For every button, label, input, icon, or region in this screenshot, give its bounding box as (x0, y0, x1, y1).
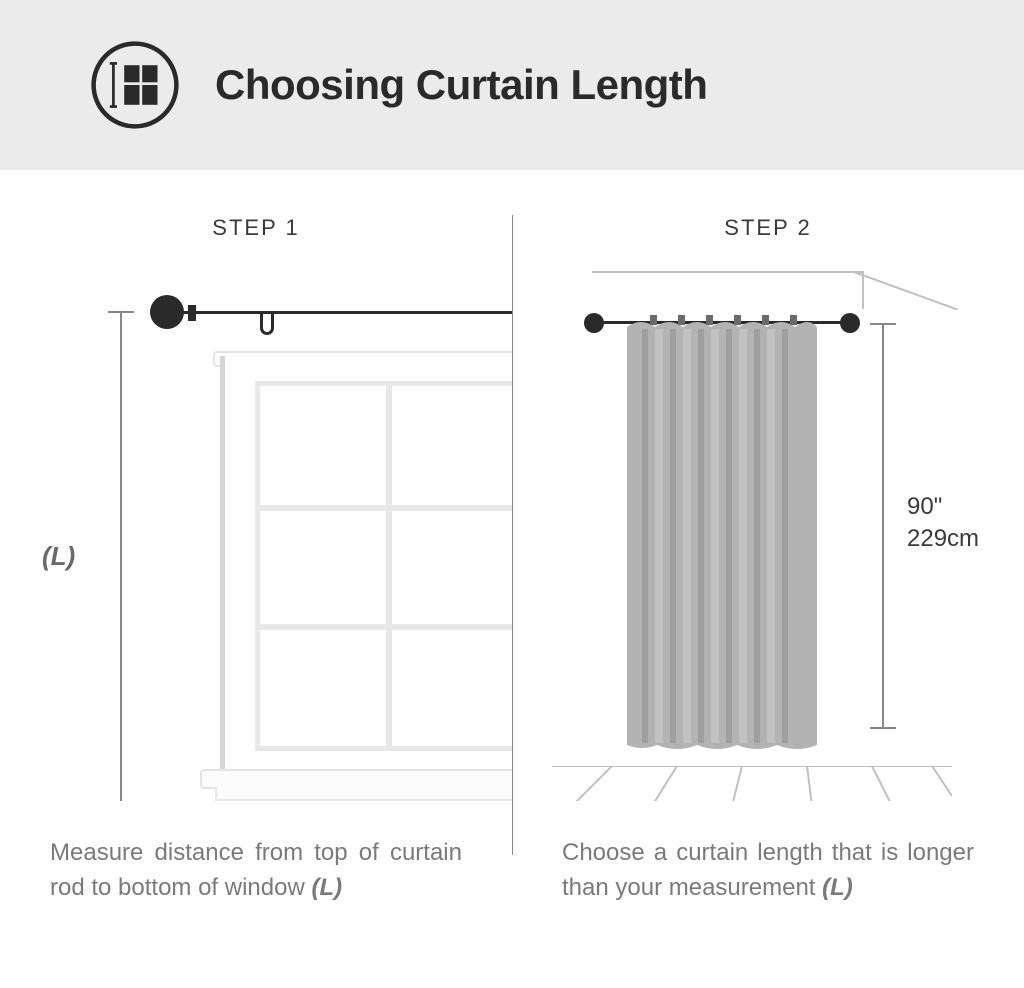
dimension-inches: 90" (907, 491, 979, 523)
rod-finial-icon (840, 313, 860, 333)
ceiling-line (592, 271, 864, 273)
dimension-tick-top (108, 311, 134, 313)
mullion-horizontal (260, 505, 512, 511)
dimension-value: 90" 229cm (907, 491, 979, 556)
caption-text: Measure distance from top of curtain rod… (50, 839, 462, 901)
step-2-panel: STEP 2 (512, 170, 1024, 988)
step-2-caption: Choose a curtain length that is longer t… (512, 801, 1024, 906)
rod-collar (188, 305, 196, 321)
step-1-label: STEP 1 (0, 215, 512, 241)
step-2-diagram: 90" 229cm (512, 271, 1024, 801)
step-1-panel: STEP 1 (L) Measure distance from top of … (0, 170, 512, 988)
dimension-label-L: (L) (42, 541, 75, 572)
header: Choosing Curtain Length (0, 0, 1024, 170)
step-1-caption: Measure distance from top of curtain rod… (0, 801, 512, 906)
window-measure-icon (90, 40, 180, 130)
window-sash (255, 381, 512, 751)
mullion-horizontal (260, 624, 512, 630)
caption-em: (L) (822, 874, 853, 901)
step-2-label: STEP 2 (512, 215, 1024, 241)
dimension-line (882, 323, 884, 729)
rod-finial-icon (150, 295, 184, 329)
dimension-cm: 229cm (907, 523, 979, 555)
window-apron (215, 787, 512, 801)
caption-em: (L) (311, 874, 342, 901)
rod-finial-icon (584, 313, 604, 333)
caption-text: Choose a curtain length that is longer t… (562, 839, 974, 901)
content: STEP 1 (L) Measure distance from top of … (0, 170, 1024, 988)
curtain-rod (165, 311, 512, 314)
dimension-tick-bottom (870, 727, 896, 729)
curtain-panel (622, 315, 822, 755)
floor-perspective (552, 766, 952, 801)
step-1-diagram: (L) (0, 271, 512, 801)
page-title: Choosing Curtain Length (215, 61, 707, 109)
window-sill (200, 769, 512, 789)
dimension-tick-top (870, 323, 896, 325)
mullion-vertical (386, 386, 392, 746)
ceiling-perspective-line (854, 271, 958, 311)
rod-hook-icon (260, 313, 274, 335)
dimension-line (120, 311, 122, 801)
